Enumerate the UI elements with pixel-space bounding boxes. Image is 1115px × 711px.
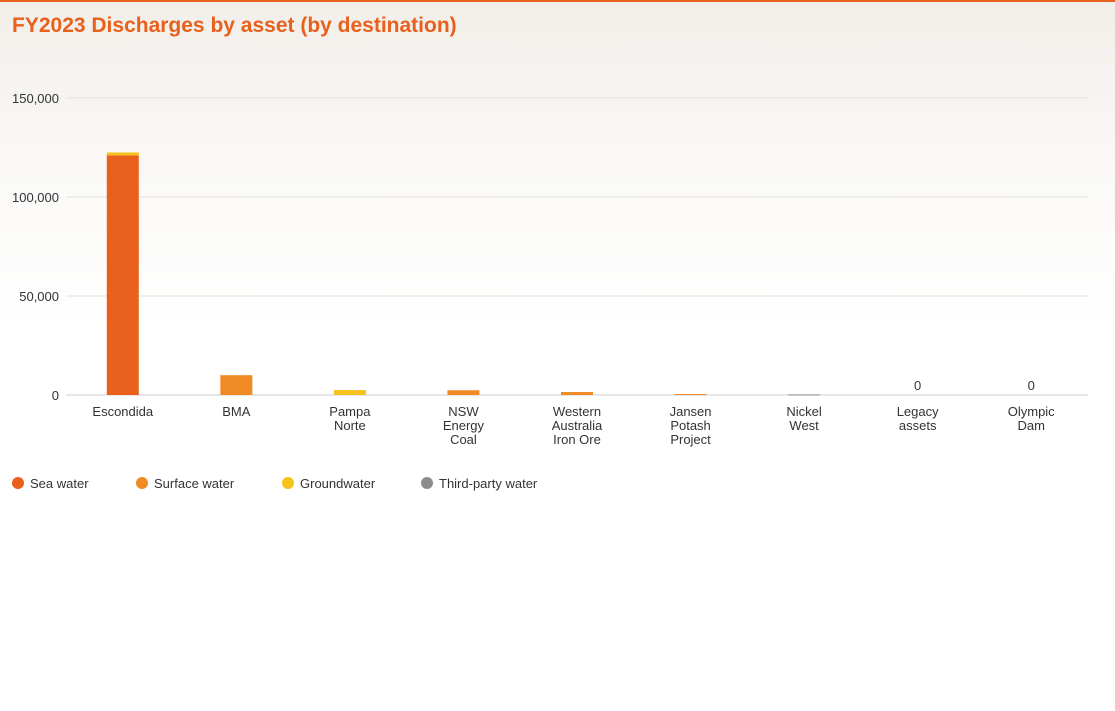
legend-swatch: [282, 477, 294, 489]
y-tick-label: 50,000: [19, 289, 59, 304]
top-accent-bar: [0, 0, 1115, 2]
legend-label: Third-party water: [439, 475, 538, 491]
legend-swatch: [421, 477, 433, 489]
x-tick-label: Project: [670, 432, 711, 447]
x-tick-label: Pampa: [329, 404, 371, 419]
y-tick-label: 0: [52, 388, 59, 403]
x-tick-label: Potash: [670, 418, 710, 433]
x-tick-label: Coal: [450, 432, 477, 447]
bar-surface-water-western-australia-iron-ore: [561, 392, 593, 395]
legend-item-surface-water: Surface water: [136, 474, 234, 492]
bar-surface-water-jansen-potash-project: [674, 394, 707, 396]
discharges-bar-chart: 0 50,000 100,000 150,000 Escondida BMA PampaNo…: [12, 91, 1088, 447]
x-tick-label: Energy: [443, 418, 485, 433]
data-label: 0: [1028, 378, 1035, 393]
legend-swatch: [136, 477, 148, 489]
legend-swatch: [12, 477, 24, 489]
x-tick-label: Nickel: [786, 404, 822, 419]
x-tick-label: NSW: [448, 404, 479, 419]
x-tick-label: Dam: [1017, 418, 1044, 433]
x-tick-label: Australia: [552, 418, 603, 433]
x-tick-label: BMA: [222, 404, 251, 419]
bar-surface-water-bma: [220, 375, 253, 395]
legend-item-sea-water: Sea water: [12, 474, 89, 492]
x-tick-label: assets: [899, 418, 937, 433]
bar-sea-water-escondida: [106, 155, 139, 395]
x-tick-label: Escondida: [92, 404, 153, 419]
legend-label: Surface water: [154, 475, 235, 491]
x-tick-label: Iron Ore: [553, 432, 601, 447]
chart-title: FY2023 Discharges by asset (by destinati…: [12, 14, 457, 37]
bar-third-party-water-nickel-west: [788, 394, 821, 396]
bar-surface-water-nsw-energy-coal: [447, 390, 480, 395]
x-tick-label: Western: [553, 404, 601, 419]
bar-groundwater-pampa-norte: [333, 390, 366, 395]
bar-groundwater-escondida: [106, 152, 139, 156]
legend-label: Groundwater: [300, 475, 376, 491]
x-tick-label: Norte: [334, 418, 366, 433]
data-label: 0: [914, 378, 921, 393]
x-tick-label: Jansen: [670, 404, 712, 419]
chart-legend: Sea water Surface water Groundwater Third-p…: [12, 474, 712, 492]
x-tick-label: Legacy: [897, 404, 939, 419]
legend-item-groundwater: Groundwater: [282, 474, 375, 492]
legend-label: Sea water: [30, 475, 89, 491]
x-tick-label: Olympic: [1008, 404, 1055, 419]
y-tick-label: 100,000: [12, 190, 59, 205]
y-tick-label: 150,000: [12, 91, 59, 106]
x-tick-label: West: [789, 418, 819, 433]
legend-item-third-party-water: Third-party water: [421, 474, 537, 492]
